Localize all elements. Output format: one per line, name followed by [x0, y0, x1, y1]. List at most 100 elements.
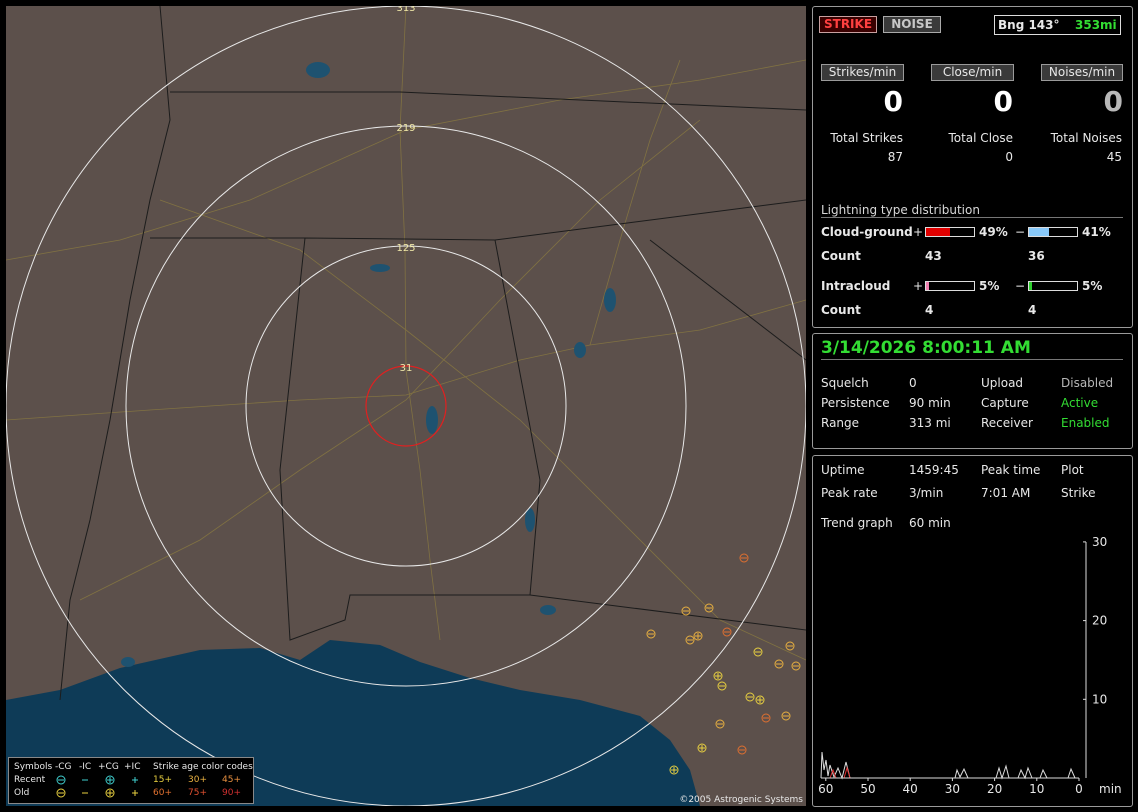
- strike-marker: [761, 713, 771, 723]
- rate-value: 0: [1103, 85, 1123, 118]
- sign: +: [913, 225, 924, 239]
- legend-row-label: Old: [14, 788, 30, 798]
- stat-item: Peak time: [981, 463, 1041, 477]
- clock-label: Squelch: [821, 376, 869, 390]
- marker-ring: [704, 603, 714, 613]
- marker-ring: [774, 659, 784, 669]
- plus-percent: 49%: [979, 225, 1008, 239]
- marker-ring: [713, 671, 723, 681]
- age-code: 15+: [153, 775, 172, 785]
- total-label: Total Close: [948, 131, 1013, 145]
- age-code: 45+: [222, 775, 241, 785]
- strike-marker: [737, 745, 747, 755]
- datetime: 3/14/2026 8:00:11 AM: [821, 338, 1031, 358]
- strike-marker: [785, 641, 795, 651]
- state-borders: [59, 6, 806, 701]
- roads: [6, 6, 806, 661]
- legend-header: Strike age color codes: [153, 762, 253, 772]
- stat-item: Peak rate: [821, 486, 878, 500]
- count-label: Count: [821, 303, 861, 317]
- noise-button[interactable]: NOISE: [883, 16, 941, 33]
- marker-ring: [739, 553, 749, 563]
- marker-ring: [755, 695, 765, 705]
- copyright: ©2005 Astrogenic Systems: [679, 795, 803, 805]
- ring-label: 31: [400, 363, 413, 374]
- strike-marker: [745, 692, 755, 702]
- plus-count: 43: [925, 249, 942, 263]
- plus-count: 4: [925, 303, 934, 317]
- ring-label: 125: [396, 243, 415, 254]
- minus-percent: 5%: [1082, 279, 1103, 293]
- rate-value: 0: [883, 85, 903, 118]
- minus-count: 36: [1028, 249, 1045, 263]
- minus-bar: [1028, 281, 1078, 291]
- sign: −: [1015, 279, 1026, 293]
- clock-value: Enabled: [1061, 416, 1110, 430]
- stats-panel: [812, 455, 1133, 807]
- clock-value: 313 mi: [909, 416, 951, 430]
- strike-marker: [713, 671, 723, 681]
- divider: [821, 217, 1123, 218]
- trend-window: 60 min: [909, 516, 951, 530]
- divider: [821, 359, 1123, 360]
- strike-marker: [685, 635, 695, 645]
- stat-item: Strike: [1061, 486, 1096, 500]
- rate-value: 0: [993, 85, 1013, 118]
- lightning-type: Intracloud: [821, 279, 891, 293]
- clock-panel: [812, 333, 1133, 449]
- sign: +: [913, 279, 924, 293]
- strike-markers: [646, 553, 801, 775]
- legend-header: +CG: [98, 762, 119, 772]
- strike-button[interactable]: STRIKE: [819, 16, 877, 33]
- strike-marker: [715, 719, 725, 729]
- trend-label: Trend graph: [821, 516, 893, 530]
- minus-count: 4: [1028, 303, 1037, 317]
- legend-symbols: [56, 775, 138, 798]
- strike-marker: [739, 553, 749, 563]
- clock-value: Active: [1061, 396, 1099, 410]
- total-value: 45: [1106, 150, 1122, 164]
- clock-label: Persistence: [821, 396, 890, 410]
- bearing: Bng 143°: [998, 18, 1060, 32]
- strike-marker: [697, 743, 707, 753]
- strike-marker: [704, 603, 714, 613]
- marker-ring: [681, 606, 691, 616]
- clock-label: Range: [821, 416, 860, 430]
- count-label: Count: [821, 249, 861, 263]
- stat-item: Uptime: [821, 463, 865, 477]
- legend-header: +IC: [124, 762, 141, 772]
- marker-ring: [745, 692, 755, 702]
- total-label: Total Strikes: [830, 131, 903, 145]
- marker-ring: [685, 635, 695, 645]
- marker-ring: [717, 681, 727, 691]
- clock-value: Disabled: [1061, 376, 1114, 390]
- total-value: 0: [1005, 150, 1013, 164]
- status-panel: [812, 6, 1133, 328]
- marker-ring: [697, 743, 707, 753]
- marker-ring: [791, 661, 801, 671]
- rate-label: Noises/min: [1041, 64, 1123, 81]
- lightning-type: Cloud-ground: [821, 225, 913, 239]
- stat-item: Plot: [1061, 463, 1084, 477]
- clock-value: 0: [909, 376, 917, 390]
- marker-ring: [737, 745, 747, 755]
- strike-marker: [693, 631, 703, 641]
- strike-marker: [781, 711, 791, 721]
- clock-label: Receiver: [981, 416, 1033, 430]
- legend-header: -CG: [55, 762, 72, 772]
- ring-label: 313: [396, 6, 415, 14]
- marker-ring: [761, 713, 771, 723]
- marker-ring: [785, 641, 795, 651]
- clock-label: Capture: [981, 396, 1029, 410]
- marker-ring: [781, 711, 791, 721]
- marker-ring: [693, 631, 703, 641]
- strike-marker: [722, 627, 732, 637]
- distribution-title: Lightning type distribution: [821, 203, 980, 217]
- total-value: 87: [887, 150, 903, 164]
- age-code: 30+: [188, 775, 207, 785]
- total-label: Total Noises: [1050, 131, 1122, 145]
- strike-marker: [669, 765, 679, 775]
- minus-percent: 41%: [1082, 225, 1111, 239]
- marker-ring: [646, 629, 656, 639]
